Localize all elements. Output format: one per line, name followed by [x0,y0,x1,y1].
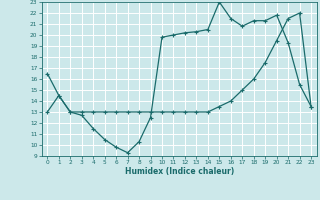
X-axis label: Humidex (Indice chaleur): Humidex (Indice chaleur) [124,167,234,176]
